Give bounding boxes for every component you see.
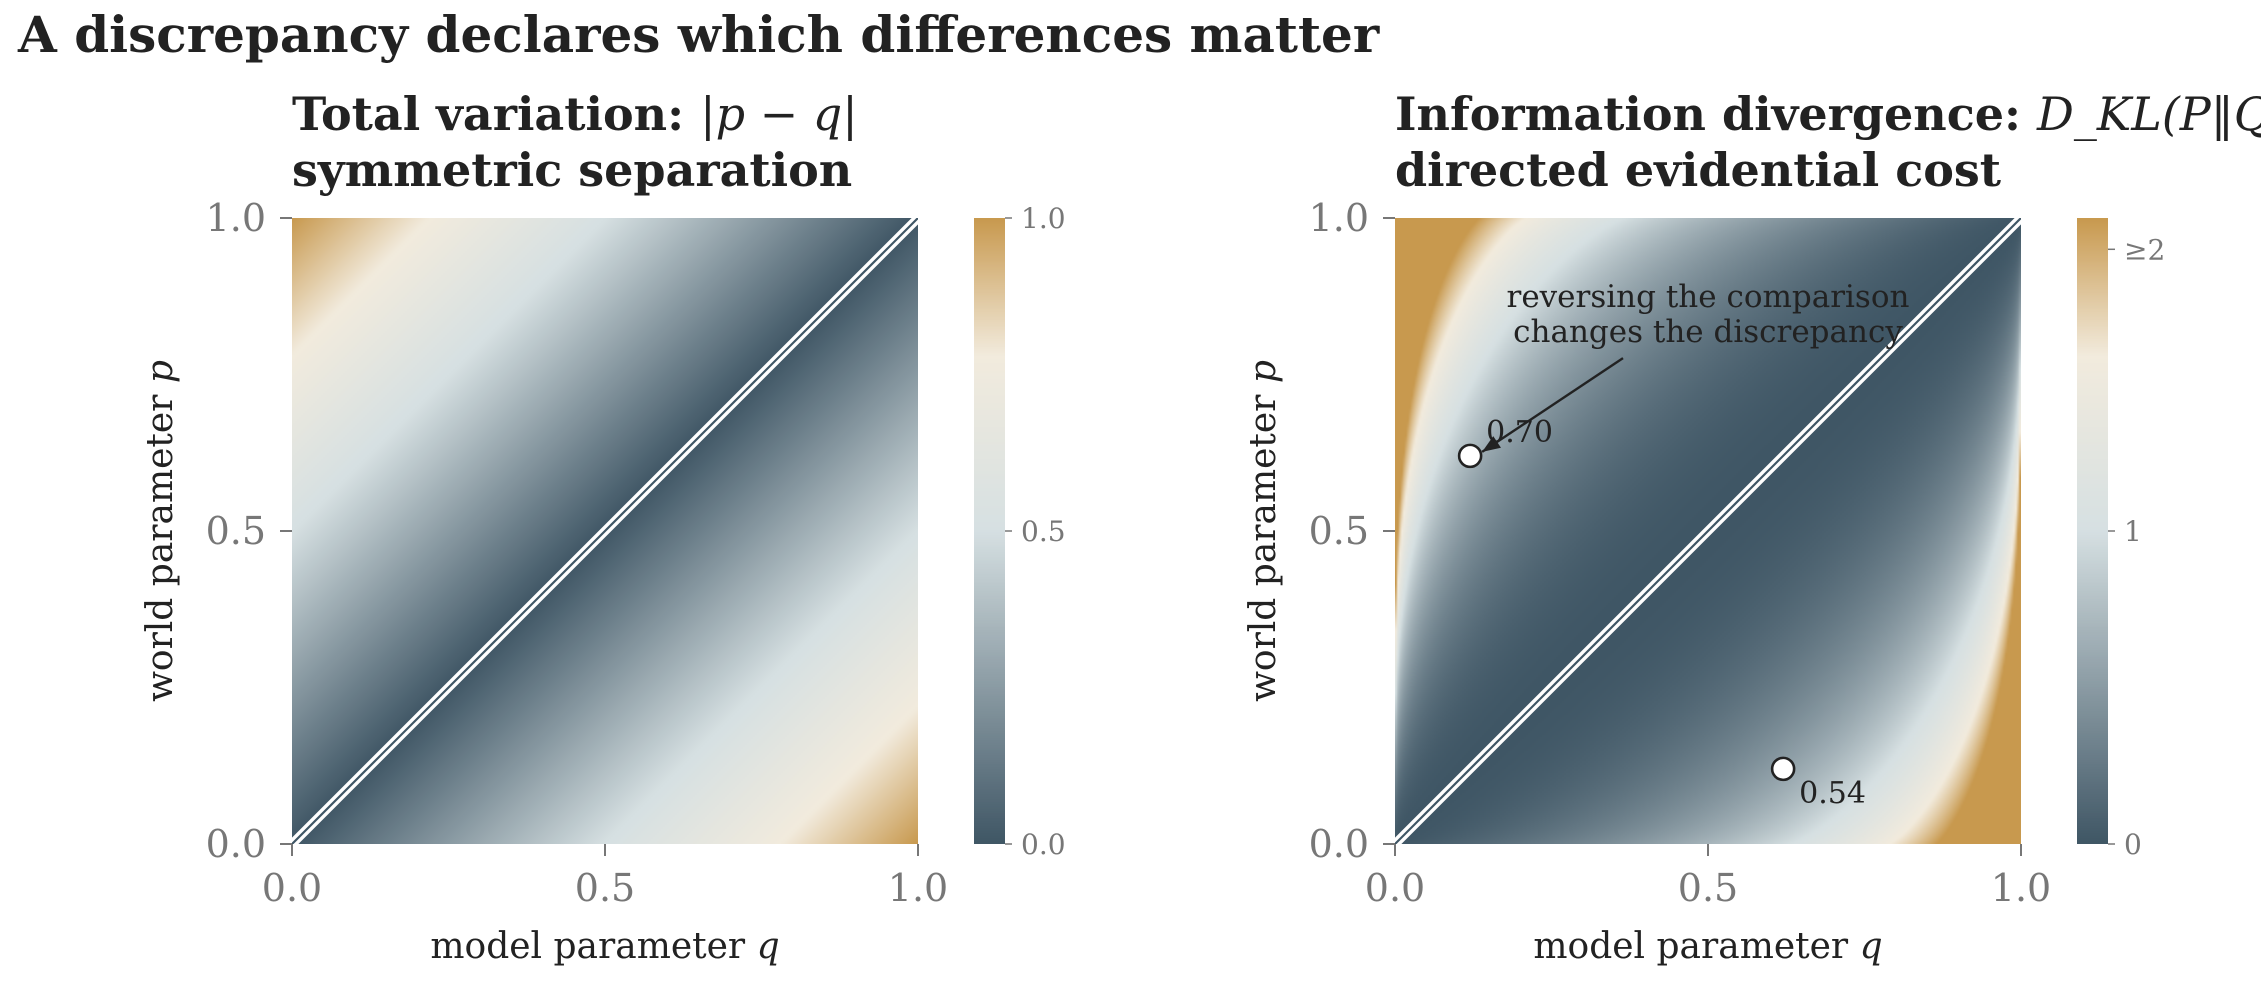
annotation-arrow [1481, 357, 1624, 453]
highlight-point [1457, 443, 1483, 469]
panel-total-variation: Total variation: |p − q| symmetric separ… [140, 87, 1066, 967]
colorbar-tick-label: 1 [2124, 515, 2142, 548]
panel-a-title: Total variation: |p − q| [292, 87, 858, 141]
colorbar-tick-label: 0 [2124, 828, 2142, 861]
diagonal-line-b [1395, 218, 2021, 844]
colorbar-b [2077, 218, 2108, 844]
y-tick-label-a-1: 0.5 [206, 509, 266, 553]
figure-title: A discrepancy declares which differences… [17, 5, 1380, 64]
colorbar-ticks-b: 0 1 ≥2 [2108, 233, 2165, 861]
highlight-points: 0.70 0.54 [1457, 415, 1866, 811]
x-tick-label-b-0: 0.0 [1365, 866, 1425, 910]
y-tick-label-b-1: 0.5 [1309, 509, 1369, 553]
x-tick-label-a-2: 1.0 [888, 866, 948, 910]
panel-a-subtitle: symmetric separation [292, 143, 852, 197]
annotation-b: reversing the comparison changes the dis… [1481, 279, 1910, 453]
x-tick-label-b-1: 0.5 [1678, 866, 1738, 910]
y-tick-label-a-2: 1.0 [206, 196, 266, 240]
colorbar-a [974, 218, 1005, 844]
x-tick-label-a-1: 0.5 [575, 866, 635, 910]
y-axis-label-b: world parameter p [1243, 360, 1284, 702]
y-axis-label-a: world parameter p [140, 360, 181, 702]
annotation-arrowhead [1482, 436, 1501, 452]
colorbar-tick-label: 1.0 [1021, 202, 1066, 235]
diagonal-line-a [292, 218, 918, 844]
x-tick-label-a-0: 0.0 [262, 866, 322, 910]
point-value-label: 0.70 [1486, 415, 1553, 450]
y-tick-label-b-2: 1.0 [1309, 196, 1369, 240]
panel-b-title: Information divergence: D_KL(P‖Q) [1395, 87, 2261, 141]
x-axis-label-a: model parameter q [430, 926, 779, 967]
y-tick-label-b-0: 0.0 [1309, 822, 1369, 866]
x-tick-label-b-2: 1.0 [1991, 866, 2051, 910]
colorbar-tick-label: ≥2 [2124, 233, 2165, 266]
x-axis-label-b: model parameter q [1533, 926, 1882, 967]
highlight-point [1770, 756, 1796, 782]
point-value-label: 0.54 [1799, 776, 1866, 811]
y-tick-label-a-0: 0.0 [206, 822, 266, 866]
panel-information-divergence: Information divergence: D_KL(P‖Q) direct… [1243, 87, 2261, 967]
annotation-text-line-2: changes the discrepancy [1513, 314, 1903, 350]
panel-b-subtitle: directed evidential cost [1395, 143, 2002, 197]
colorbar-tick-label: 0.0 [1021, 828, 1066, 861]
annotation-text-line-1: reversing the comparison [1507, 279, 1910, 315]
colorbar-tick-label: 0.5 [1021, 515, 1066, 548]
colorbar-ticks-a: 0.0 0.5 1.0 [1005, 202, 1066, 861]
